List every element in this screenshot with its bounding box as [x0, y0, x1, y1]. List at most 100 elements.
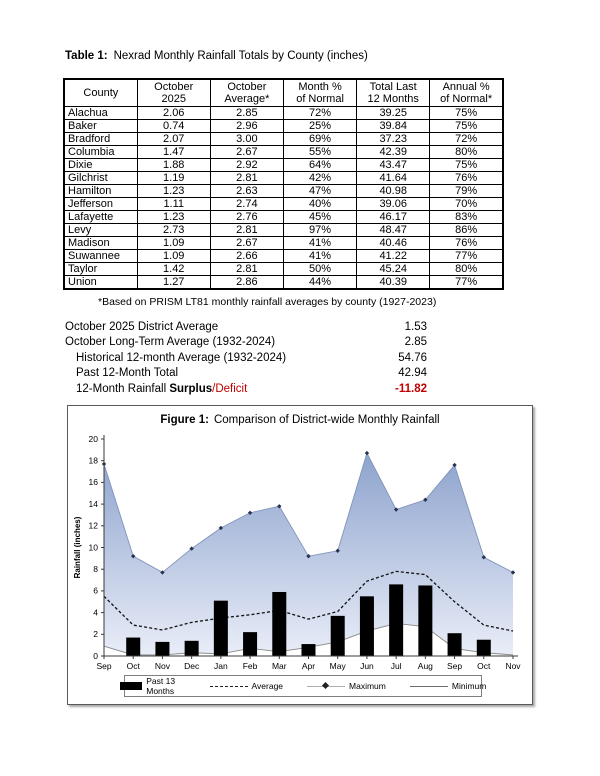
bar [330, 615, 345, 656]
value-cell: 1.23 [136, 210, 211, 224]
y-ticks: 0 2 4 6 8 10 12 14 16 18 20 [89, 434, 104, 661]
summary-label-part: 12-Month Rainfall [76, 382, 170, 395]
svg-text:14: 14 [89, 499, 99, 509]
svg-text:10: 10 [89, 542, 99, 552]
svg-text:Nov: Nov [155, 661, 171, 671]
summary-label: October Long-Term Average (1932-2024) [65, 336, 363, 348]
value-cell: 25% [282, 119, 358, 133]
table-row: Suwannee 1.09 2.66 41% 41.22 77% [63, 249, 504, 263]
svg-text:Sep: Sep [96, 661, 111, 671]
bar [243, 632, 258, 656]
value-cell: 1.09 [136, 249, 211, 263]
value-cell: 2.92 [209, 158, 284, 172]
value-cell: 69% [282, 132, 358, 146]
rainfall-chart: 0 2 4 6 8 10 12 14 16 18 20 Sep Oct Nov Dec Jan Feb Mar Ap… [73, 434, 521, 671]
header-line: Total Last [369, 80, 417, 93]
svg-text:Oct: Oct [127, 661, 141, 671]
value-cell: 75% [429, 158, 504, 172]
summary-row: October 2025 District Average 1.53 [65, 319, 427, 335]
summary-row: October Long-Term Average (1932-2024) 2.8… [65, 335, 427, 351]
value-cell: 1.09 [136, 236, 211, 250]
legend-item-past-13-months: Past 13 Months [119, 676, 186, 696]
header-line: 2025 [161, 93, 186, 105]
table-title-prefix: Table 1: [65, 50, 108, 62]
county-cell: Columbia [63, 145, 138, 159]
value-cell: 39.06 [356, 197, 431, 211]
header-line: Annual % [442, 80, 490, 93]
diamond-marker-icon [321, 681, 330, 690]
value-cell: 37.23 [356, 132, 431, 146]
bar [184, 640, 199, 656]
value-cell: 3.00 [209, 132, 284, 146]
value-cell: 77% [429, 275, 504, 290]
rainfall-table: County October 2025 October Average* Month % o… [63, 78, 504, 290]
svg-text:Jul: Jul [391, 661, 402, 671]
summary-row: Past 12-Month Total 42.94 [65, 366, 427, 382]
value-cell: 47% [282, 184, 358, 198]
header-cell: Total Last 12 Months [356, 78, 431, 107]
value-cell: 80% [429, 145, 504, 159]
summary-label-part: October Long-Term Average (1932-2024) [65, 336, 276, 349]
value-cell: 41.22 [356, 249, 431, 263]
value-cell: 46.17 [356, 210, 431, 224]
header-line: of Normal* [440, 93, 493, 105]
value-cell: 2.07 [136, 132, 211, 146]
value-cell: 86% [429, 223, 504, 237]
header-line: October [154, 80, 194, 93]
county-cell: Union [63, 275, 138, 290]
chart-legend: Past 13 Months Average Maximum Minimum [119, 675, 486, 697]
table-row: Dixie 1.88 2.92 64% 43.47 75% [63, 158, 504, 172]
value-cell: 45.24 [356, 262, 431, 276]
svg-text:May: May [330, 661, 347, 671]
dashed-line-swatch-icon [209, 685, 248, 687]
value-cell: 42.39 [356, 145, 431, 159]
summary-value: 1.53 [404, 320, 427, 333]
value-cell: 40.46 [356, 236, 431, 250]
svg-text:Aug: Aug [418, 661, 433, 671]
min-max-band [104, 453, 513, 655]
svg-text:4: 4 [93, 607, 98, 617]
value-cell: 2.81 [209, 171, 284, 185]
summary-section: October 2025 District Average 1.53 October… [65, 319, 427, 397]
legend-item-maximum: Maximum [307, 681, 386, 691]
value-cell: 39.84 [356, 119, 431, 133]
bar [418, 585, 433, 656]
county-cell: Dixie [63, 158, 138, 172]
table-row: Columbia 1.47 2.67 55% 42.39 80% [63, 145, 504, 159]
summary-value: 42.94 [398, 367, 427, 380]
county-cell: Jefferson [63, 197, 138, 211]
average-line [103, 570, 514, 632]
header-line: of Normal [296, 93, 344, 105]
value-cell: 1.88 [136, 158, 211, 172]
value-cell: 48.47 [356, 223, 431, 237]
value-cell: 50% [282, 262, 358, 276]
value-cell: 1.11 [136, 197, 211, 211]
value-cell: 72% [429, 132, 504, 146]
bar [272, 591, 287, 656]
table-row: Jefferson 1.11 2.74 40% 39.06 70% [63, 197, 504, 211]
summary-row: 12-Month Rainfall Surplus/Deficit -11.82 [65, 381, 427, 397]
value-cell: 77% [429, 249, 504, 263]
table-row: Lafayette 1.23 2.76 45% 46.17 83% [63, 210, 504, 224]
value-cell: 83% [429, 210, 504, 224]
county-cell: Bradford [63, 132, 138, 146]
svg-text:Oct: Oct [477, 661, 491, 671]
value-cell: 76% [429, 236, 504, 250]
value-cell: 2.73 [136, 223, 211, 237]
county-cell: Suwannee [63, 249, 138, 263]
figure-title-text: Comparison of District-wide Monthly Rain… [213, 414, 440, 426]
header-cell: October Average* [209, 78, 284, 107]
chart-area: 0 2 4 6 8 10 12 14 16 18 20 Sep Oct Nov Dec Jan Feb Mar Ap… [68, 432, 532, 683]
summary-value: 2.85 [404, 336, 427, 349]
svg-text:Jan: Jan [214, 661, 228, 671]
bar [447, 633, 462, 656]
value-cell: 2.74 [209, 197, 284, 211]
value-cell: 41.64 [356, 171, 431, 185]
value-cell: 40% [282, 197, 358, 211]
legend-item-minimum: Minimum [409, 681, 486, 691]
county-cell: Lafayette [63, 210, 138, 224]
table-title: Table 1: Nexrad Monthly Rainfall Totals b… [65, 50, 368, 62]
table-row: Levy 2.73 2.81 97% 48.47 86% [63, 223, 504, 237]
table-footnote: *Based on PRISM LT81 monthly rainfall av… [98, 296, 437, 308]
county-cell: Alachua [63, 106, 138, 120]
